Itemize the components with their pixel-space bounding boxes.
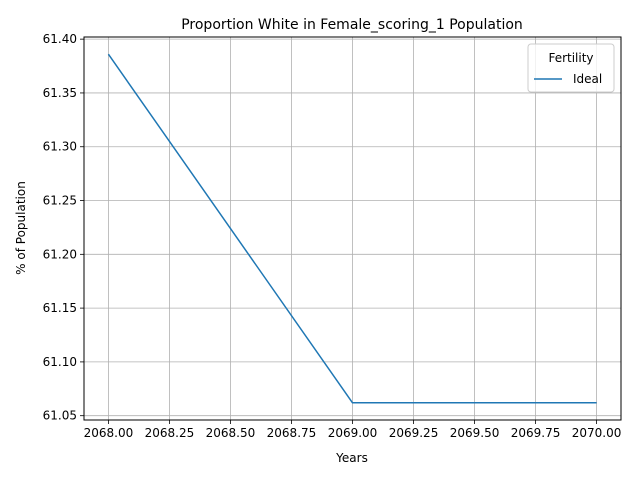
y-tick-label: 61.40 (43, 32, 77, 46)
legend-box (527, 43, 615, 93)
x-tick-label: 2069.25 (389, 426, 439, 440)
x-tick-label: 2068.75 (267, 426, 317, 440)
y-axis-ticks: 61.05 61.10 61.15 61.20 61.25 61.30 61.35 61.40 (43, 32, 84, 423)
y-tick-label: 61.05 (43, 409, 77, 423)
x-tick-label: 2069.75 (511, 426, 561, 440)
y-axis-label: % of Population (14, 181, 28, 275)
x-axis-label: Years (335, 451, 368, 465)
x-tick-label: 2069.50 (450, 426, 500, 440)
x-tick-label: 2068.25 (145, 426, 195, 440)
x-axis-ticks: 2068.00 2068.25 2068.50 2068.75 2069.00 2069.… (84, 420, 622, 440)
legend-title: Fertility (548, 51, 593, 65)
series-line-ideal (107, 53, 597, 404)
legend-label-ideal: Ideal (573, 72, 602, 86)
grid (84, 37, 621, 420)
y-tick-label: 61.10 (43, 355, 77, 369)
y-tick-label: 61.20 (43, 247, 77, 261)
y-tick-label: 61.35 (43, 86, 77, 100)
series-layer (107, 53, 597, 404)
y-tick-label: 61.25 (43, 194, 77, 208)
x-tick-label: 2069.00 (328, 426, 378, 440)
x-tick-label: 2070.00 (572, 426, 622, 440)
legend: Fertility Ideal (527, 43, 615, 93)
x-tick-label: 2068.50 (206, 426, 256, 440)
x-tick-label: 2068.00 (84, 426, 134, 440)
y-tick-label: 61.15 (43, 301, 77, 315)
chart-title: Proportion White in Female_scoring_1 Pop… (181, 17, 523, 33)
y-tick-label: 61.30 (43, 140, 77, 154)
